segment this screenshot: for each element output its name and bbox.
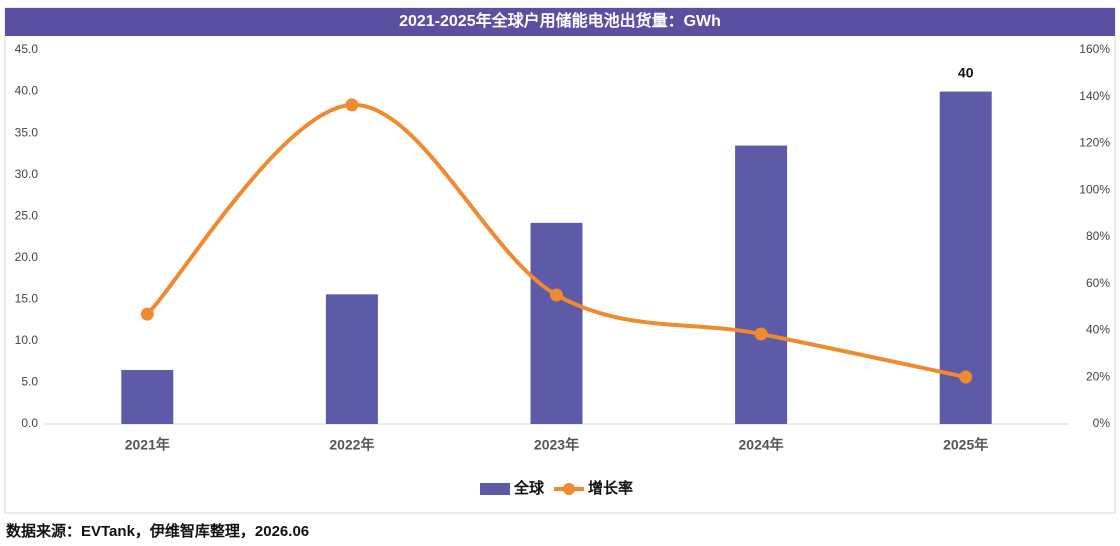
bar: [325, 294, 378, 424]
y-tick-label: 25.0: [15, 208, 39, 222]
x-tick-label: 2025年: [943, 437, 988, 453]
line-marker: [754, 327, 768, 341]
y-tick-label: 45.0: [15, 42, 39, 56]
y2-tick-label: 0%: [1093, 416, 1111, 430]
y2-tick-label: 140%: [1079, 89, 1110, 103]
y2-tick-label: 160%: [1079, 42, 1110, 56]
y-tick-label: 20.0: [15, 250, 39, 264]
y-tick-label: 30.0: [15, 167, 39, 181]
y2-tick-label: 20%: [1086, 369, 1110, 383]
chart-title: 2021-2025年全球户用储能电池出货量：GWh: [399, 11, 721, 30]
line-marker: [959, 370, 973, 384]
legend-swatch: [563, 483, 576, 495]
bar: [939, 91, 992, 425]
title-bar: [5, 8, 1115, 36]
x-tick-label: 2021年: [125, 437, 170, 453]
y-tick-label: 10.0: [15, 333, 39, 347]
line-marker: [345, 98, 359, 112]
y-tick-label: 15.0: [15, 292, 39, 306]
x-tick-label: 2023年: [534, 437, 579, 453]
y-tick-label: 5.0: [21, 375, 38, 389]
y2-tick-label: 120%: [1079, 136, 1110, 150]
bar: [121, 369, 174, 424]
y2-tick-label: 40%: [1086, 323, 1110, 337]
y2-tick-label: 100%: [1079, 182, 1110, 196]
bar: [530, 222, 583, 424]
y2-tick-label: 60%: [1086, 276, 1110, 290]
y-tick-label: 40.0: [15, 84, 39, 98]
x-tick-label: 2022年: [329, 437, 374, 453]
data-label: 40: [958, 64, 974, 80]
y-tick-label: 0.0: [21, 416, 38, 430]
legend-label: 增长率: [588, 479, 633, 497]
x-tick-label: 2024年: [739, 437, 784, 453]
line-marker: [140, 307, 154, 321]
line-marker: [550, 288, 563, 302]
source-note: 数据来源：EVTank，伊维智库整理，2026.06: [6, 522, 309, 540]
bar: [735, 145, 788, 425]
legend-label: 全球: [513, 479, 545, 497]
y2-tick-label: 80%: [1086, 229, 1110, 243]
line: [145, 102, 967, 379]
y-tick-label: 35.0: [15, 125, 39, 139]
legend-swatch: [480, 483, 510, 495]
